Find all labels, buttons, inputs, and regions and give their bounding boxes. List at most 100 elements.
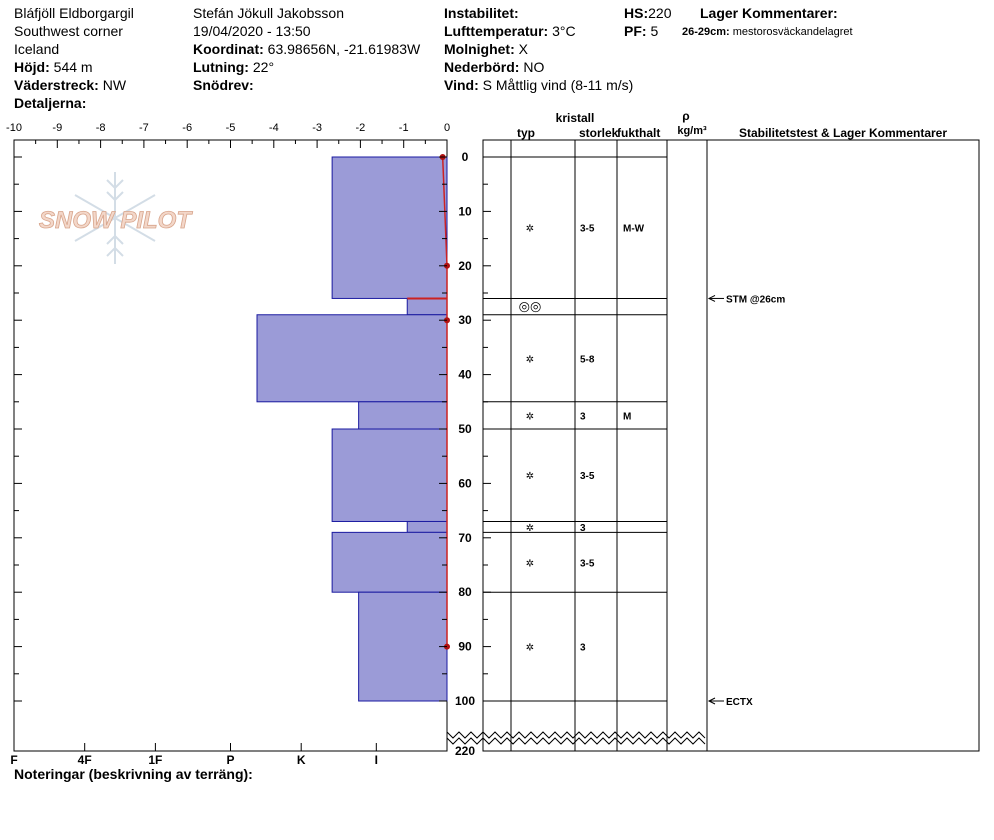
test-label-1: ECTX (726, 697, 753, 708)
depth-tick-label-9: 90 (458, 640, 472, 654)
moisture-0: M-W (623, 224, 645, 235)
crystal-type-1: ◎◎ (519, 299, 542, 314)
hardness-layer-1 (406, 297, 448, 316)
depth-tick-label-10: 100 (455, 694, 475, 708)
depth-tick-label-2: 20 (458, 259, 472, 273)
depth-break-zigzag (446, 737, 706, 745)
temp-tick-label-3: -7 (139, 122, 149, 134)
hardness-layer-3 (358, 401, 448, 430)
temp-tick-label-1: -9 (52, 122, 62, 134)
instability-label: Instabilitet: (444, 5, 519, 21)
slope-label: Lutning: (193, 59, 249, 75)
temp-tick-label-5: -5 (226, 122, 236, 134)
crystal-size-6: 3-5 (580, 558, 595, 569)
header-observer: Stefán Jökull Jakobsson (193, 5, 344, 21)
crystal-type-6: ✲ (526, 558, 534, 569)
layer-comment-line: 26-29cm: mestorosväckandelagret (682, 23, 853, 41)
header-slope: Lutning: 22° (193, 58, 274, 76)
aspect-value: NW (102, 77, 127, 93)
moisture-header: fukthalt (617, 126, 660, 140)
wind-value: S Måttlig vind (8-11 m/s) (482, 77, 634, 93)
header-region: Southwest corner (14, 23, 123, 39)
hardness-tick-label-0: I (375, 753, 378, 767)
header-coordinate: Koordinat: 63.98656N, -21.61983W (193, 40, 420, 58)
comments-header: Stabilitetstest & Lager Kommentarer (739, 126, 947, 140)
precip-value: NO (523, 59, 545, 75)
header-wind: Vind: S Måttlig vind (8-11 m/s) (444, 76, 633, 94)
crystal-type-3: ✲ (526, 411, 534, 422)
layer-comment-text: mestorosväckandelagret (732, 26, 853, 38)
aspect-label: Väderstreck: (14, 77, 99, 93)
layer-table: ✲ 3-5 M-W ◎◎ ✲ 5-8 ✲ 3 M ✲ 3-5 ✲ 3 ✲ 3-5 ✲ 3 STM @26cm ECT… (483, 140, 785, 751)
layer-comments-label: Lager Kommentarer: (700, 5, 838, 21)
crystal-type-2: ✲ (526, 354, 534, 365)
crystal-type-7: ✲ (526, 643, 534, 654)
depth-tick-label-7: 70 (458, 531, 472, 545)
test-arrow-head-0 (707, 294, 716, 302)
airtemp-value: 3°C (552, 23, 576, 39)
depth-break-zigzag-2 (446, 731, 706, 739)
header-aspect: Väderstreck: NW (14, 76, 126, 94)
temp-tick-label-2: -8 (96, 122, 106, 134)
layer-comment-range: 26-29cm: (682, 26, 730, 38)
header-instability: Instabilitet: (444, 4, 519, 22)
test-arrow-head-1 (707, 697, 716, 705)
temp-tick-label-4: -6 (182, 122, 192, 134)
crystal-size-7: 3 (580, 643, 586, 654)
depth-tick-label-4: 40 (458, 368, 472, 382)
crystal-size-3: 3 (580, 411, 586, 422)
depth-break-label: 220 (455, 744, 475, 758)
moisture-3: M (623, 411, 631, 422)
crystal-size-4: 3-5 (580, 471, 595, 482)
hardness-tick-label-3: 1F (148, 753, 162, 767)
drift-label: Snödrev: (193, 77, 254, 93)
table-frame (482, 139, 980, 752)
header-hs: HS:220 (624, 4, 671, 22)
hardness-tick-label-4: 4F (78, 753, 92, 767)
header-pf: PF: 5 (624, 22, 658, 40)
details-label: Detaljerna: (14, 95, 87, 111)
temp-tick-label-10: 0 (444, 122, 450, 134)
slope-value: 22° (252, 59, 275, 75)
wind-label: Vind: (444, 77, 479, 93)
hs-value: 220 (648, 5, 672, 21)
crystal-type-0: ✲ (526, 224, 534, 235)
depth-tick-label-0: 0 (462, 150, 469, 164)
coord-value: 63.98656N, -21.61983W (267, 41, 421, 57)
header-country: Iceland (14, 41, 60, 57)
pf-value: 5 (650, 23, 659, 39)
snowflake-watermark-icon (74, 172, 156, 264)
depth-tick-label-5: 50 (458, 422, 472, 436)
cloud-value: X (518, 41, 528, 57)
crystal-size-5: 3 (580, 523, 586, 534)
temp-tick-label-8: -2 (356, 122, 366, 134)
header-location: Bláfjöll Eldborgargil (14, 5, 134, 21)
crystal-type-4: ✲ (526, 471, 534, 482)
header-precip: Nederbörd: NO (444, 58, 544, 76)
header-datetime: 19/04/2020 - 13:50 (193, 23, 311, 39)
header-airtemp: Lufttemperatur: 3°C (444, 22, 576, 40)
hardness-layer-7 (358, 591, 448, 702)
type-header: typ (517, 126, 535, 140)
crystal-header: kristall (556, 111, 595, 125)
header-elevation: Höjd: 544 m (14, 58, 93, 76)
crystal-type-5: ✲ (526, 523, 534, 534)
temp-tick-label-7: -3 (312, 122, 322, 134)
crystal-size-2: 5-8 (580, 354, 595, 365)
crystal-size-0: 3-5 (580, 224, 595, 235)
depth-tick-label-3: 30 (458, 313, 472, 327)
pf-label: PF: (624, 23, 647, 39)
hardness-layer-4 (331, 428, 448, 522)
airtemp-label: Lufttemperatur: (444, 23, 549, 39)
hardness-layer-2 (256, 314, 448, 403)
coord-label: Koordinat: (193, 41, 264, 57)
test-label-0: STM @26cm (726, 294, 785, 305)
hardness-tick-label-5: F (10, 753, 17, 767)
hardness-layer-6 (331, 531, 448, 593)
hs-label: HS: (624, 5, 649, 21)
hardness-tick-label-2: P (226, 753, 234, 767)
hardness-layer-5 (406, 520, 448, 533)
snowpilot-watermark: SNOW PILOT (39, 207, 193, 234)
precip-label: Nederbörd: (444, 59, 520, 75)
temp-tick-label-0: -10 (6, 122, 22, 134)
